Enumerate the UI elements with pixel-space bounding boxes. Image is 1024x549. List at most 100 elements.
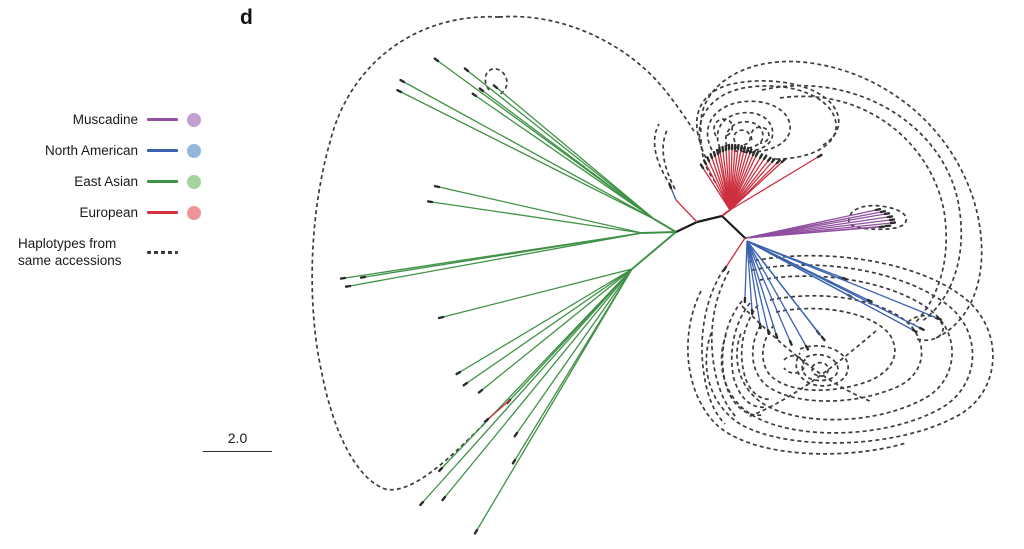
tip-mark [420,502,423,505]
haplotype-link-curve [742,306,872,402]
tip-mark [473,94,476,96]
tip-mark [513,460,515,463]
haplotype-link-curve [751,127,769,143]
green-branch [482,269,632,390]
tip-mark [397,90,401,92]
tip-mark [346,286,350,287]
tip-mark [439,468,442,471]
tip-mark [920,328,924,330]
tree-backbone [676,216,745,238]
tip-mark [515,433,517,436]
tip-mark [937,318,941,320]
tip-mark [442,497,445,500]
tip-mark [790,341,792,345]
tip-mark [806,346,808,349]
red-branch-trunk [722,210,730,216]
green-branch [345,233,642,278]
tip-mark [776,334,777,338]
green-branch [497,88,654,219]
tip-mark [760,155,762,158]
red-branch [676,200,697,222]
green-branch [460,269,632,372]
green-branch [477,269,632,530]
tip-mark [777,160,780,163]
tip-mark [750,149,751,153]
tip-mark [480,89,483,91]
green-branch [404,82,654,219]
green-branch [432,202,642,233]
haplotype-link-curve [748,331,876,417]
haplotype-link-curve [701,61,982,338]
haplotype-link-curve [702,269,725,424]
tip-mark [747,148,748,152]
tip-mark [494,85,497,88]
tip-mark [435,186,439,187]
tip-mark [465,69,468,71]
haplotype-link-curve [763,309,895,391]
tip-mark [768,158,770,161]
blue-branch [745,241,747,298]
tip-mark [885,213,889,214]
haplotype-link-curve [312,17,499,490]
tip-mark [822,337,824,340]
tip-mark [707,157,709,161]
tip-mark [818,155,821,157]
green-branch [476,96,654,219]
tip-mark [479,390,482,393]
blue-branch [671,188,676,200]
tip-mark [457,372,460,374]
green-branch-trunk [632,232,676,269]
tip-mark [913,330,917,332]
tip-mark [464,383,467,385]
tip-mark [711,154,712,158]
green-branch [468,71,654,219]
tip-mark [744,147,745,151]
tip-mark [756,152,758,156]
haplotype-link-curve [734,130,750,145]
tip-mark [738,145,739,149]
haplotype-link-curve [706,256,993,443]
haplotype-link-curve [663,128,675,189]
tip-mark [741,146,742,150]
tip-mark [704,160,706,164]
green-branch [423,269,632,502]
tip-mark [881,211,885,212]
scale-bar [203,451,272,452]
haplotype-link-curve [499,16,695,133]
haplotype-link-curve [762,86,961,322]
tip-mark [876,209,880,210]
tip-mark [341,278,345,279]
green-branch-trunk [654,219,676,232]
green-branch [442,269,632,468]
tip-mark [669,184,671,188]
tip-mark [888,216,892,217]
tip-mark [717,150,718,154]
blue-branch [747,241,920,328]
tip-mark [724,267,726,270]
tip-mark [439,317,443,318]
haplotype-link-curve [723,301,762,415]
green-branch [467,269,632,383]
haplotype-link-curve [485,69,507,94]
tip-mark [753,151,755,155]
green-branch [401,92,654,219]
tip-mark [428,201,432,202]
tip-mark [719,148,720,152]
green-branch [439,187,642,233]
tip-mark [768,330,769,334]
tip-mark [475,530,477,533]
haplotype-link-curve [780,96,946,325]
scale-bar-value: 2.0 [203,430,272,446]
tip-mark [782,159,785,162]
tip-mark [400,80,404,82]
green-branch [483,91,654,219]
tip-mark [760,324,761,328]
tip-mark [435,59,438,61]
haplotype-link-curve [697,81,839,146]
tip-mark [714,152,715,156]
haplotype-link-curve [812,363,828,376]
green-branch-trunk [642,232,676,233]
